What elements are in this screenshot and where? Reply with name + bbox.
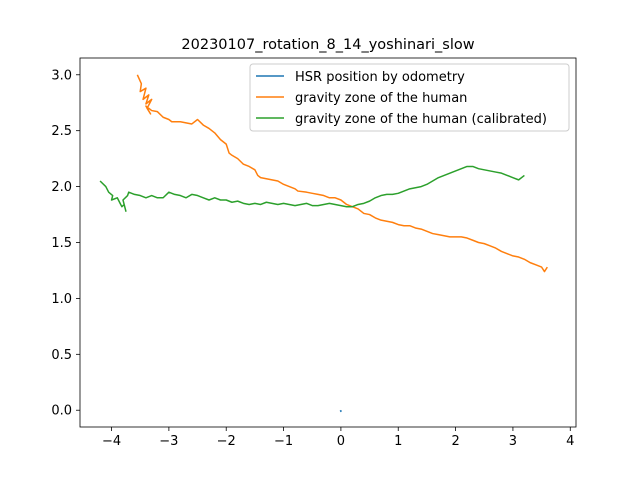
y-tick-label: 1.5: [51, 236, 72, 251]
legend: HSR position by odometry gravity zone of…: [249, 63, 570, 132]
x-tick-label: −1: [274, 434, 293, 449]
x-tick-label: 2: [451, 434, 459, 449]
x-tick-label: −4: [102, 434, 121, 449]
y-tick-label: 0.0: [51, 404, 72, 419]
y-tick-label: 3.0: [51, 68, 72, 83]
y-tick-label: 1.0: [51, 292, 72, 307]
series-line-2: [99, 165, 525, 212]
legend-label-gravity-zone: gravity zone of the human: [295, 91, 467, 106]
series-layer: [99, 74, 548, 413]
ticks-layer: −4 −3 −2 −1 0 1 2 3 4 0.0 0.5 1.0 1.5 2.0 2.5 3.0: [51, 68, 574, 449]
series-line-0: [339, 409, 342, 413]
x-tick-label: 3: [509, 434, 517, 449]
x-tick-label: −3: [159, 434, 178, 449]
x-tick-label: −2: [217, 434, 236, 449]
legend-frame: [249, 63, 570, 132]
chart-title: 20230107_rotation_8_14_yoshinari_slow: [181, 37, 474, 53]
legend-label-gravity-zone-calibrated: gravity zone of the human (calibrated): [295, 112, 547, 127]
y-tick-label: 2.5: [51, 124, 72, 139]
y-tick-label: 0.5: [51, 348, 72, 363]
series-line-1: [136, 74, 548, 273]
x-tick-label: 0: [337, 434, 345, 449]
x-tick-label: 1: [394, 434, 402, 449]
legend-label-odometry: HSR position by odometry: [295, 70, 465, 85]
x-tick-label: 4: [566, 434, 574, 449]
y-tick-label: 2.0: [51, 180, 72, 195]
